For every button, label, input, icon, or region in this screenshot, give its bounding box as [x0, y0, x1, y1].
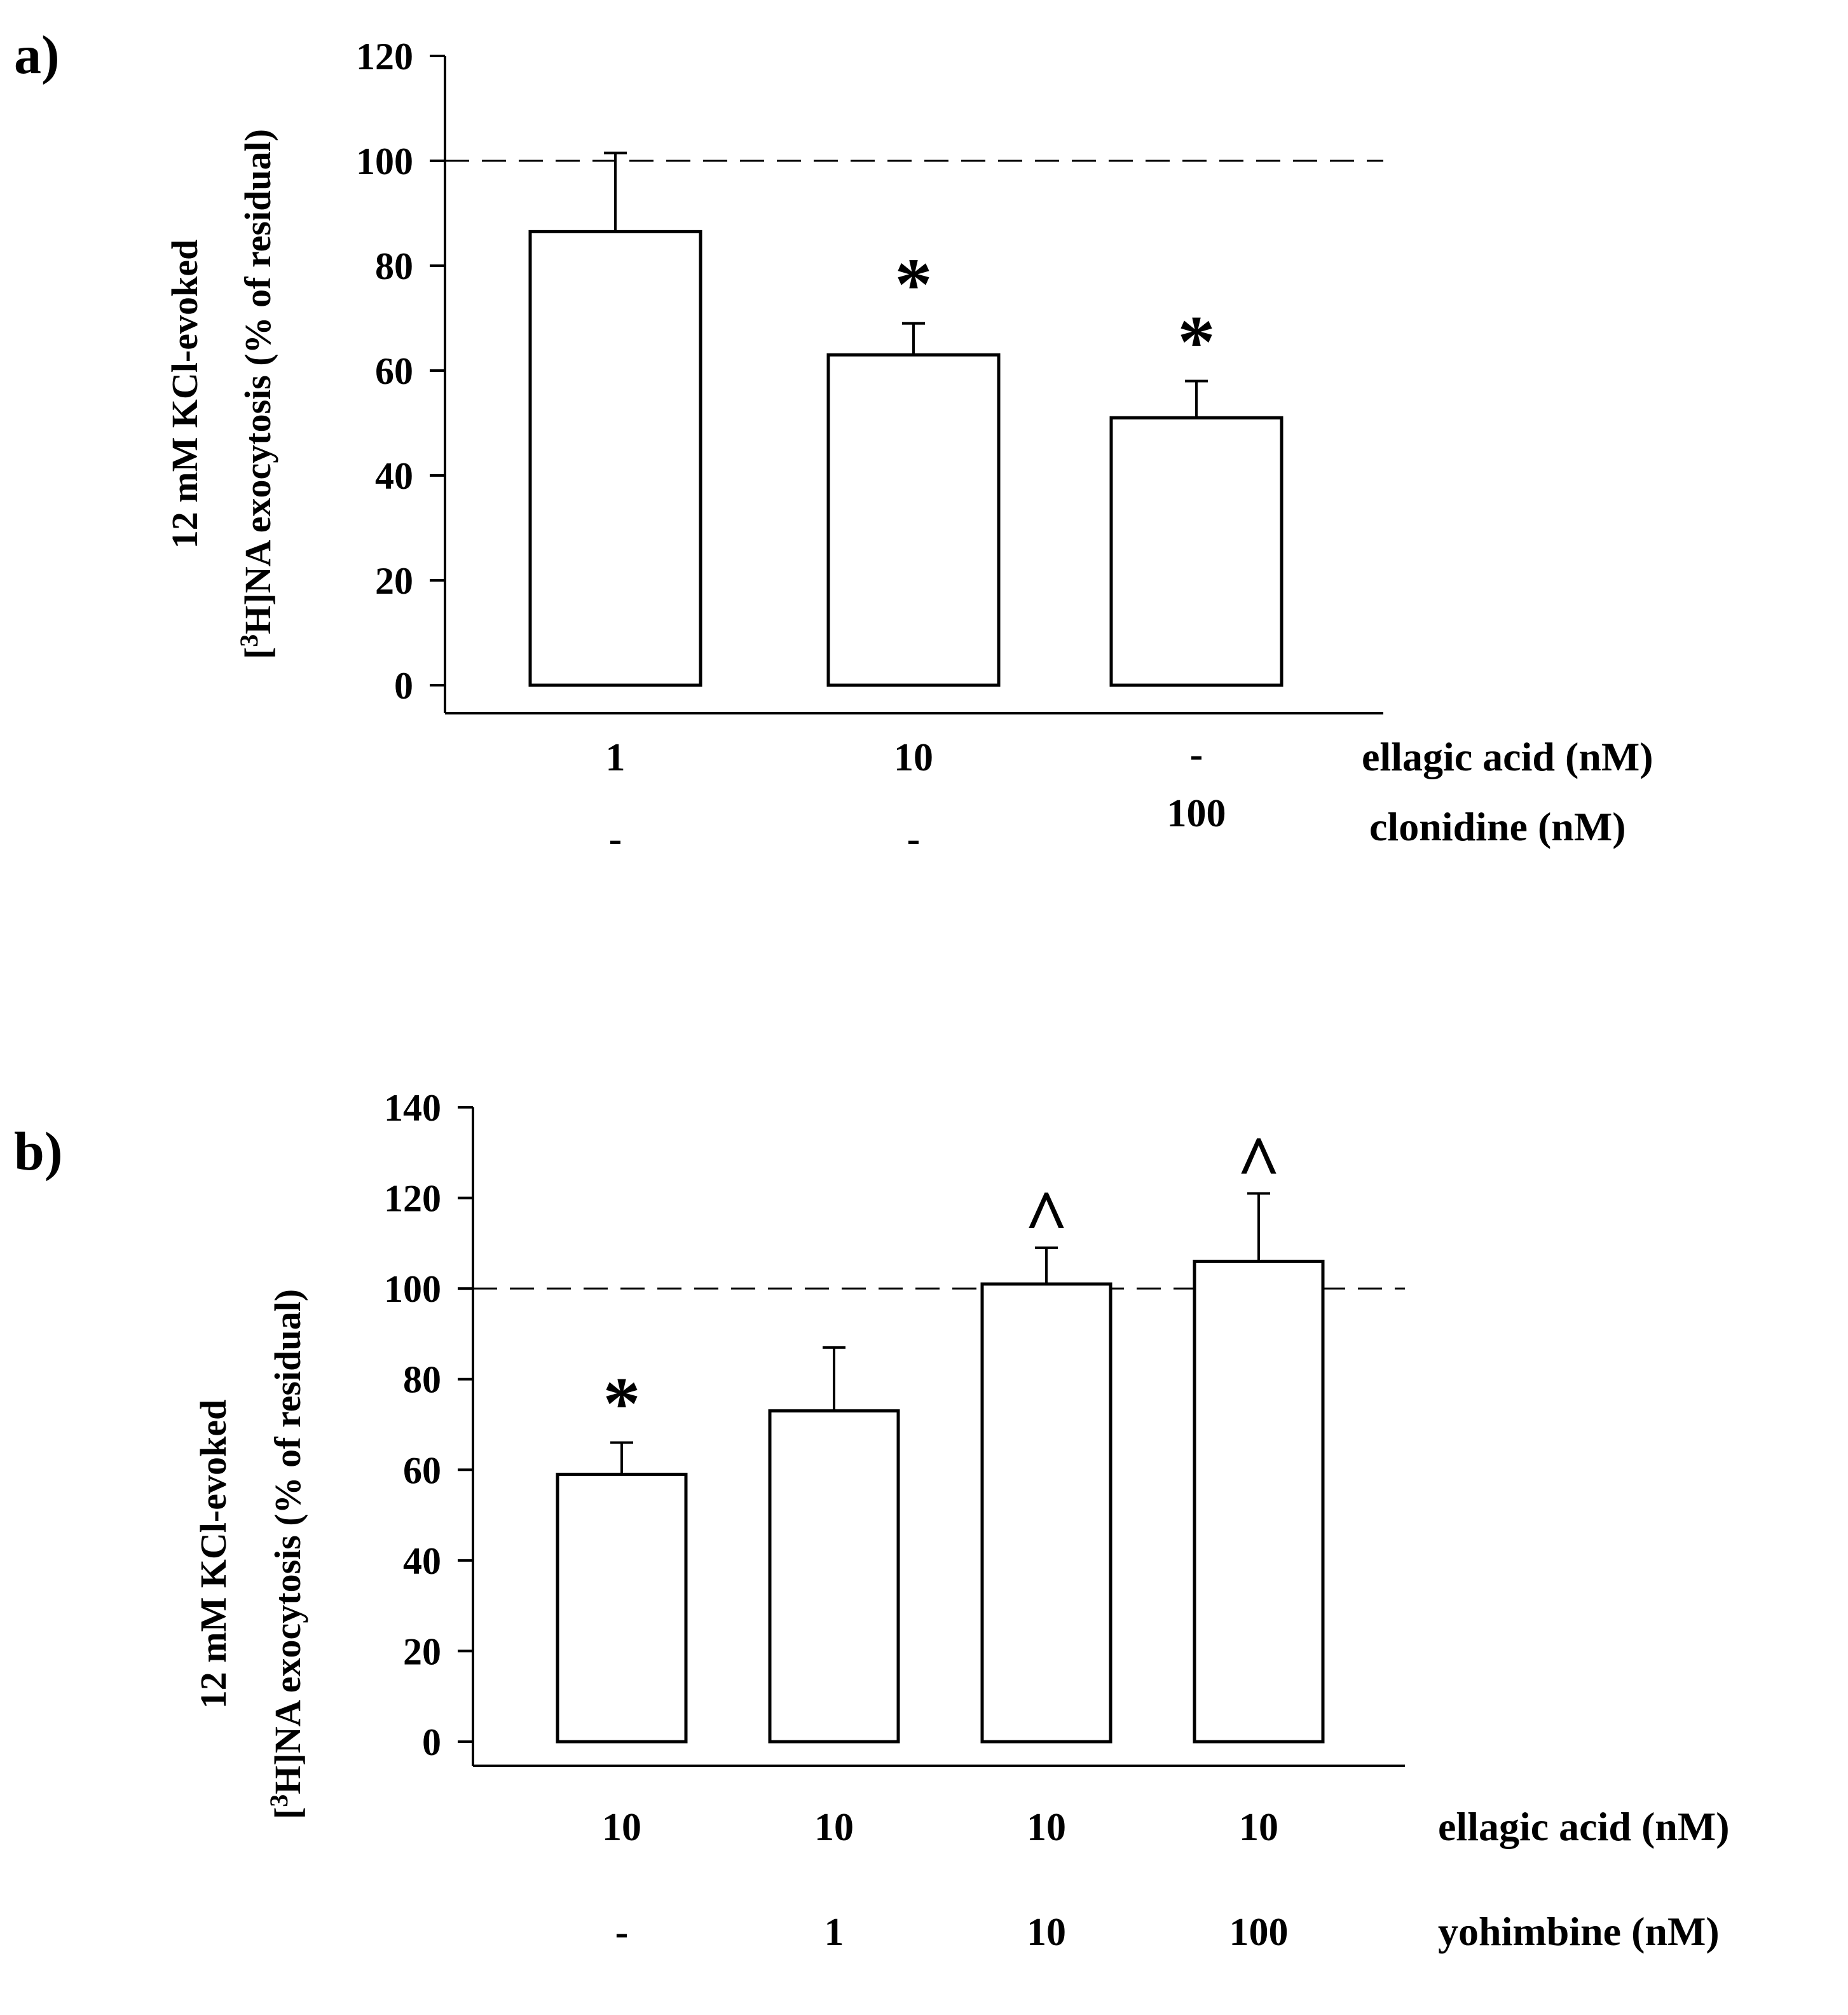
y-tick-label: 60: [375, 350, 413, 392]
y-tick-label: 0: [422, 1721, 441, 1763]
condition-value: 10: [1239, 1806, 1278, 1849]
significance-marker: ^: [1024, 1175, 1069, 1259]
condition-value: -: [609, 817, 622, 861]
y-tick-label: 140: [384, 1087, 441, 1129]
condition-value: 10: [894, 736, 933, 779]
y-tick-label: 80: [375, 245, 413, 287]
bar: [528, 229, 702, 687]
condition-value: 1: [825, 1911, 844, 1954]
condition-value: 10: [1027, 1806, 1066, 1849]
y-tick-label: 20: [403, 1630, 441, 1672]
y-axis-title-text: H]NA exocytosis (% of residual): [237, 129, 278, 634]
y-axis-title-line2: [3H]NA exocytosis (% of residual): [235, 129, 278, 659]
y-tick-label: 40: [403, 1540, 441, 1582]
y-axis-title-superscript: 3: [264, 1794, 293, 1807]
y-tick-label: 60: [403, 1449, 441, 1491]
bar: [1109, 416, 1283, 687]
y-axis-title-line1: 12 mM KCl-evoked: [193, 1400, 234, 1709]
bar: [556, 1472, 688, 1744]
bar: [980, 1282, 1112, 1744]
condition-value: -: [1190, 733, 1203, 776]
condition-row-label: ellagic acid (nM): [1438, 1804, 1730, 1849]
y-axis-title-bracket: [: [267, 1807, 308, 1819]
y-axis-title-line1: 12 mM KCl-evoked: [164, 240, 205, 549]
y-tick-label: 20: [375, 560, 413, 602]
condition-row-label: clonidine (nM): [1369, 804, 1626, 849]
condition-value: -: [615, 1911, 629, 1954]
condition-row-label: yohimbine (nM): [1438, 1909, 1720, 1954]
y-tick-label: 100: [384, 1268, 441, 1310]
bar: [826, 353, 1001, 687]
significance-marker: *: [895, 243, 933, 326]
y-tick-label: 0: [394, 665, 413, 707]
condition-value: 10: [602, 1806, 641, 1849]
y-tick-label: 40: [375, 455, 413, 497]
y-axis-title-text: H]NA exocytosis (% of residual): [267, 1289, 308, 1794]
condition-row-label: ellagic acid (nM): [1362, 734, 1653, 779]
panel-b: b) 12 mM KCl-evoked [3H]NA exocytosis (% o…: [14, 1087, 1730, 1954]
y-tick-label: 80: [403, 1359, 441, 1401]
y-axis-title-superscript: 3: [235, 634, 263, 647]
condition-value: 10: [1027, 1911, 1066, 1954]
significance-marker: *: [1178, 301, 1215, 384]
y-tick-label: 120: [384, 1178, 441, 1220]
significance-marker: ^: [1236, 1120, 1281, 1205]
significance-marker: *: [603, 1362, 641, 1445]
panel-label: b): [14, 1121, 62, 1182]
y-tick-label: 100: [356, 140, 413, 182]
panel-a: a) 12 mM KCl-evoked [3H]NA exocytosis (% o…: [14, 24, 1653, 861]
y-axis-title-bracket: [: [237, 647, 278, 659]
bar: [768, 1409, 900, 1744]
condition-value: 1: [606, 736, 626, 779]
condition-value: -: [907, 817, 921, 861]
bar: [1193, 1259, 1325, 1744]
panel-label: a): [14, 24, 60, 85]
y-tick-label: 120: [356, 36, 413, 78]
y-axis-title-line2: [3H]NA exocytosis (% of residual): [264, 1289, 308, 1819]
condition-value: 100: [1229, 1911, 1289, 1954]
condition-value: 100: [1167, 792, 1226, 835]
condition-value: 10: [814, 1806, 854, 1849]
